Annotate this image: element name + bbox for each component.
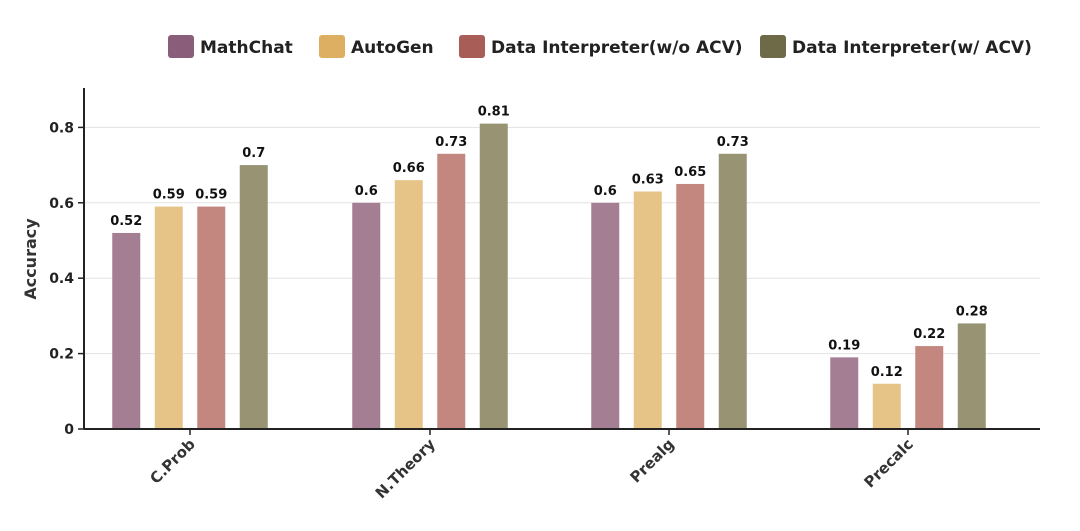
bar [718,153,747,430]
x-tick-labels: C.Prob N.Theory Prealg Precalc [146,429,917,502]
y-tick-label: 0.6 [49,196,74,212]
y-axis-label: Accuracy [21,218,40,300]
data-label: 0.19 [828,338,860,353]
y-tick-labels: 0 0.2 0.4 0.6 0.8 [49,120,84,438]
legend-swatch [168,35,194,58]
bar [676,183,705,429]
bar [591,202,620,429]
data-label: 0.66 [393,161,425,176]
legend-label: AutoGen [351,38,434,58]
data-label: 0.81 [478,105,510,120]
data-label: 0.59 [195,188,227,203]
x-tick-label: N.Theory [372,435,439,502]
x-tick-label: C.Prob [146,435,199,488]
y-tick-label: 0.2 [49,347,74,363]
legend-label: Data Interpreter(w/ ACV) [792,38,1032,58]
data-label: 0.59 [153,188,185,203]
data-label: 0.28 [956,304,988,319]
y-tick-label: 0 [64,422,74,438]
data-labels: 0.52 0.6 0.6 0.19 0.59 0.66 0.63 0.12 0.59 0.73 0.… [110,105,988,380]
bar [830,357,859,429]
grid-lines [84,126,1040,355]
bar [112,232,141,429]
x-tick-label: Precalc [861,435,917,491]
bar [957,323,986,429]
legend-item: Data Interpreter(w/ ACV) [760,35,1032,58]
legend-item: AutoGen [319,35,434,58]
legend-swatch [760,35,786,58]
data-label: 0.7 [242,146,265,161]
bar [479,123,508,429]
bar [154,206,183,429]
data-label: 0.12 [871,365,903,380]
bar [437,153,466,430]
legend-swatch [459,35,485,58]
legend-item: Data Interpreter(w/o ACV) [459,35,743,58]
axes [83,88,1040,430]
legend-item: MathChat [168,35,293,58]
legend-label: Data Interpreter(w/o ACV) [491,38,743,58]
bar [633,191,662,429]
y-tick-label: 0.4 [49,271,74,287]
legend-label: MathChat [200,38,293,58]
bar [394,180,423,429]
data-label: 0.6 [355,184,378,199]
bar [915,346,944,429]
bar [352,202,381,429]
data-label: 0.73 [717,135,749,150]
data-label: 0.6 [594,184,617,199]
legend: MathChat AutoGen Data Interpreter(w/o ACV)… [168,35,1032,58]
data-label: 0.65 [674,165,706,180]
x-tick-label: Prealg [627,435,678,486]
legend-swatch [319,35,345,58]
data-label: 0.63 [632,172,664,187]
bars [112,123,986,430]
data-label: 0.52 [110,214,142,229]
y-tick-label: 0.8 [49,120,74,136]
bar [239,165,268,429]
bar [872,383,901,429]
bar [197,206,226,429]
data-label: 0.22 [913,327,945,342]
data-label: 0.73 [435,135,467,150]
